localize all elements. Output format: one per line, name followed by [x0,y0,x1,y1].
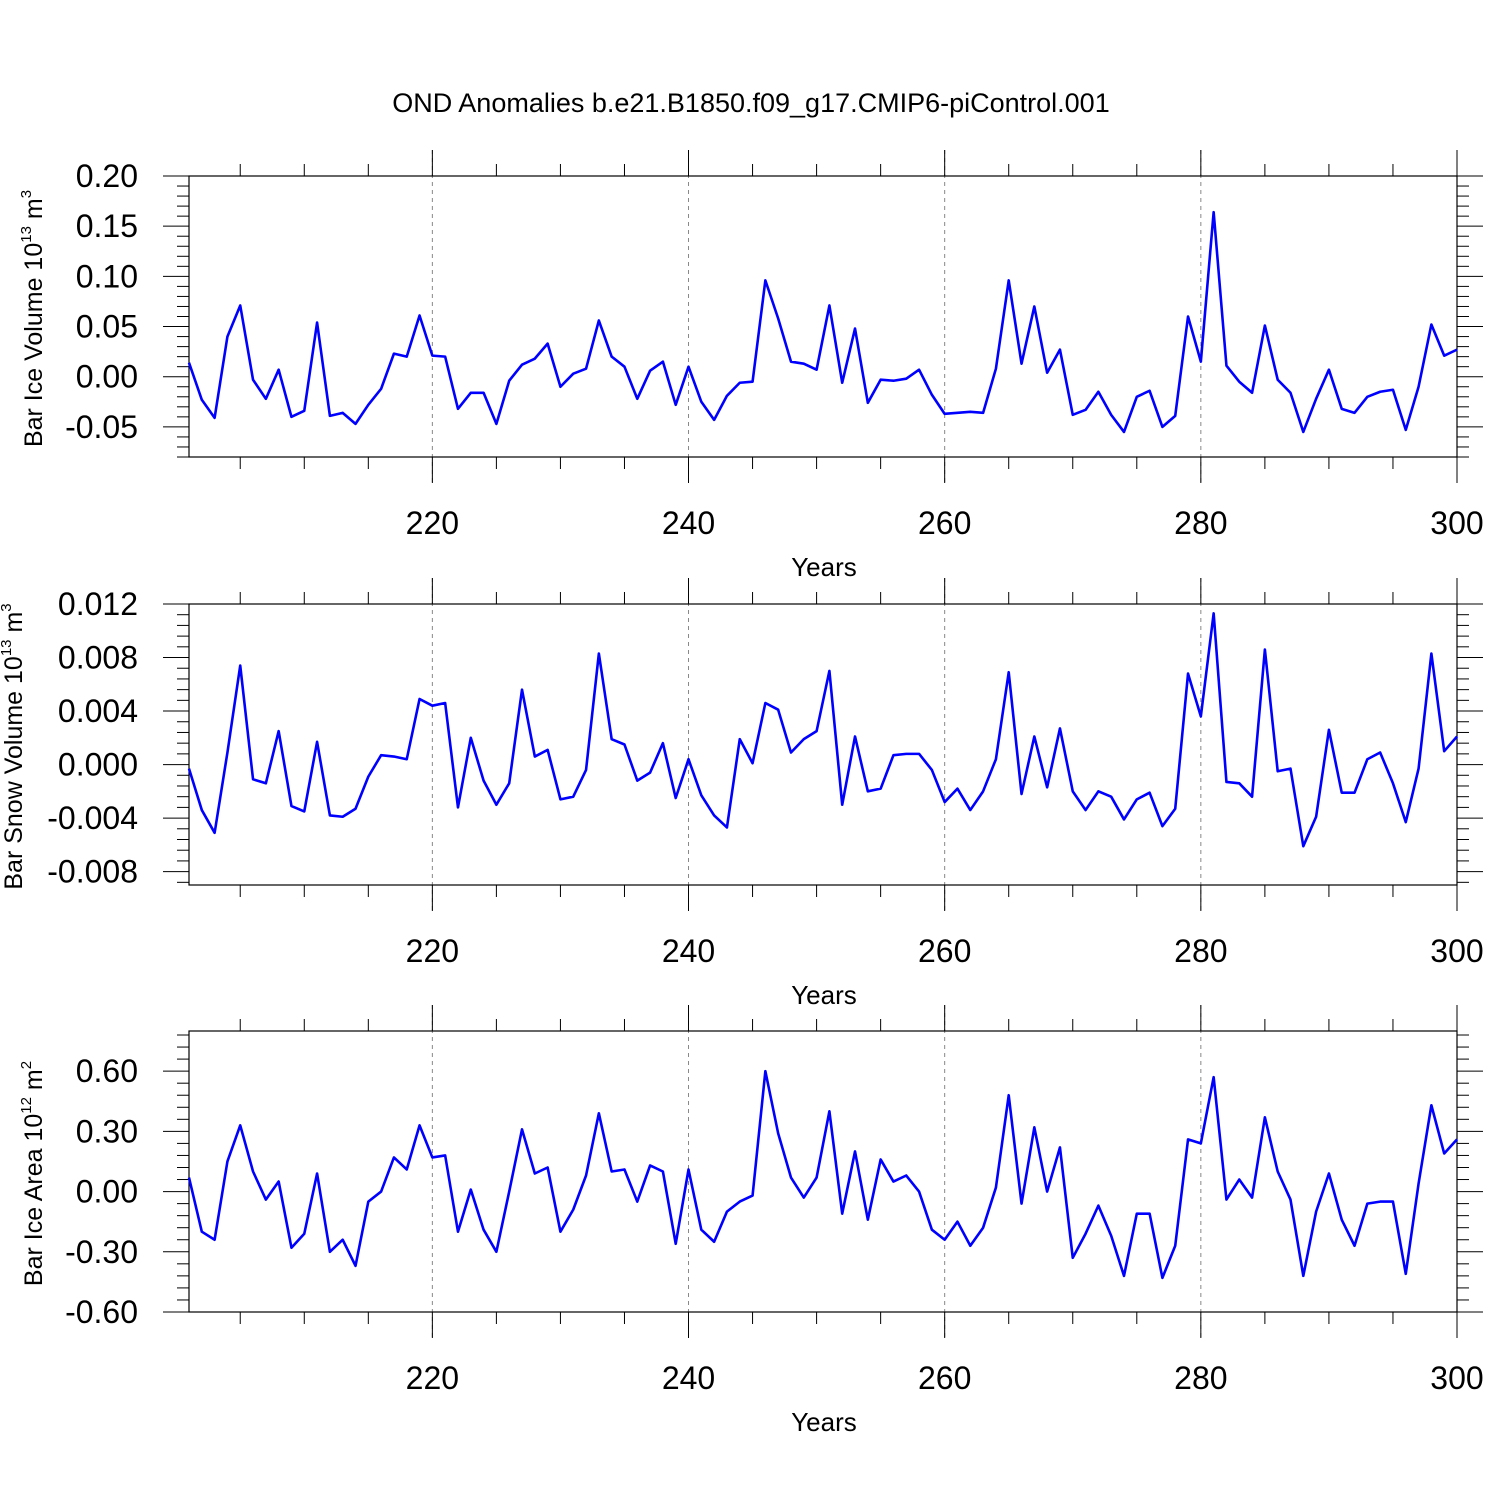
plot-frame [188,603,1458,886]
y-tick-label: 0.15 [76,208,138,244]
y-axis-label: Bar Ice Volume 1013 m3 [18,190,48,447]
y-tick-label: -0.30 [65,1234,138,1270]
series-line [187,612,1458,848]
x-tick-label: 220 [406,1360,459,1396]
y-tick-label: 0.60 [76,1053,138,1089]
x-tick-label: 220 [406,505,459,541]
plot-frame [188,175,1458,458]
y-axis-label: Bar Ice Area 1012 m2 [18,1061,48,1286]
x-tick-label: 260 [918,505,971,541]
y-axis-label-unit-exponent: 3 [18,190,35,198]
panel-3: 0.60 0.30 0.00 -0.30 -0.60 220 240 260 280 300 Yea… [18,1005,1484,1437]
y-axis-label-text: Bar Snow Volume 10 [0,656,28,889]
y-tick-label: -0.60 [65,1294,138,1330]
x-axis-label: Years [791,552,857,582]
y-tick-label: -0.05 [65,409,138,445]
x-tick-label: 280 [1174,1360,1227,1396]
y-tick-label: 0.012 [58,586,138,622]
y-axis-label-unit: m [20,198,48,226]
y-tick-label: -0.004 [47,800,138,836]
y-tick-label: 0.00 [76,1174,138,1210]
x-axis-label: Years [791,980,857,1010]
y-tick-label: 0.30 [76,1113,138,1149]
y-axis-label-unit-exponent: 3 [0,603,15,611]
y-tick-label: 0.004 [58,693,138,729]
x-tick-label: 280 [1174,505,1227,541]
y-axis-label-text: Bar Ice Area 10 [20,1114,48,1286]
y-tick-label: 0.05 [76,309,138,345]
x-tick-label: 240 [662,505,715,541]
y-axis-label-exponent: 13 [0,639,15,656]
x-tick-label: 260 [918,933,971,969]
chart-title: OND Anomalies b.e21.B1850.f09_g17.CMIP6-… [392,88,1109,118]
y-tick-label: 0.20 [76,158,138,194]
y-axis-label: Bar Snow Volume 1013 m3 [0,603,28,889]
x-tick-label: 280 [1174,933,1227,969]
y-tick-label: 0.008 [58,640,138,676]
x-tick-label: 300 [1430,1360,1483,1396]
x-tick-label: 300 [1430,933,1483,969]
y-axis-label-exponent: 12 [18,1097,35,1114]
y-axis-label-unit: m [20,1069,48,1097]
x-tick-label: 300 [1430,505,1483,541]
panels: 0.20 0.15 0.10 0.05 0.00 -0.05 220 240 260 280 300… [0,150,1484,1437]
y-tick-label: 0.10 [76,258,138,294]
y-tick-label: 0.00 [76,359,138,395]
y-axis-label-text: Bar Ice Volume 10 [20,243,48,447]
x-tick-label: 240 [662,1360,715,1396]
panel-2: 0.012 0.008 0.004 0.000 -0.004 -0.008 220 240 26… [0,578,1484,1010]
panel-1: 0.20 0.15 0.10 0.05 0.00 -0.05 220 240 260 280 300… [18,150,1484,582]
y-tick-label: -0.008 [47,854,138,890]
y-axis-label-exponent: 13 [18,226,35,243]
y-axis-label-unit: m [0,612,28,640]
plot-frame [188,1030,1458,1313]
x-tick-label: 260 [918,1360,971,1396]
series-line [187,1069,1458,1280]
y-tick-label: 0.000 [58,747,138,783]
x-tick-label: 240 [662,933,715,969]
x-axis-label: Years [791,1407,857,1437]
x-tick-label: 220 [406,933,459,969]
y-axis-label-unit-exponent: 2 [18,1061,35,1069]
series-line [187,210,1458,434]
